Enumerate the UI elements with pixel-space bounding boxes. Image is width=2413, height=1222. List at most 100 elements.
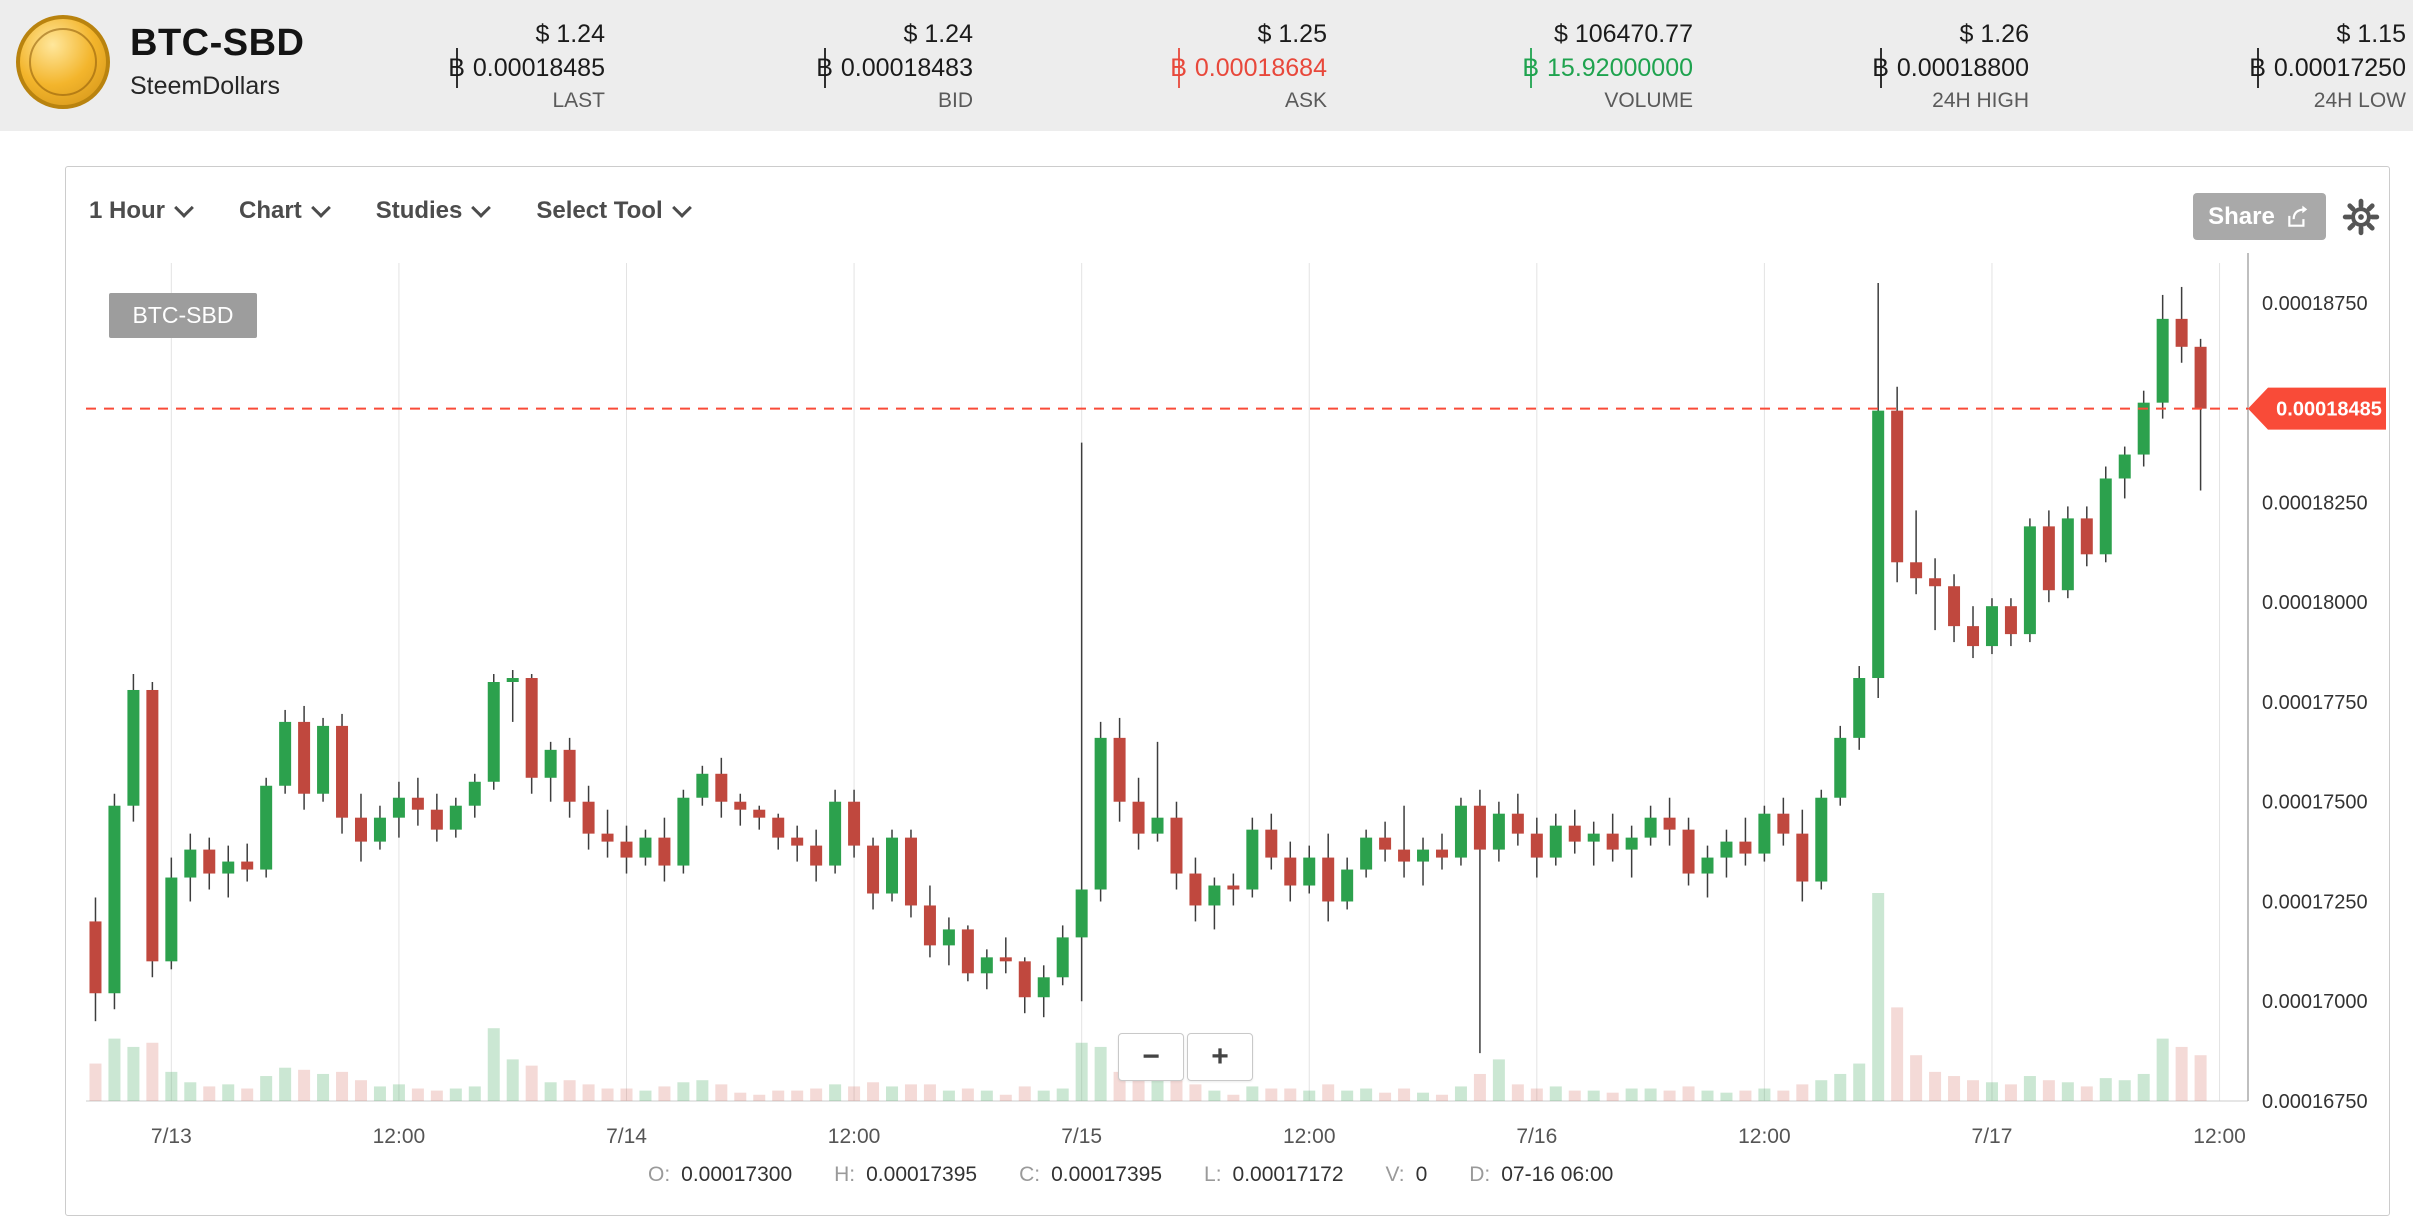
volume-bar <box>904 1084 917 1101</box>
candle-body <box>601 833 614 842</box>
candle-body <box>1606 833 1619 850</box>
y-axis-label: 0.00018250 <box>2262 492 2368 514</box>
candle-body <box>2194 346 2207 409</box>
x-axis-label: 7/16 <box>1516 1125 1557 1148</box>
price-chart[interactable]: 7/13 12:00 7/14 12:00 7/15 12:00 7/16 12:00 7/17… <box>66 167 2389 1215</box>
zoom-out-button[interactable]: − <box>1118 1033 1184 1081</box>
candle-body <box>1454 805 1467 858</box>
candle-body <box>108 805 121 994</box>
stat-bid-usd: $ 1.24 <box>903 20 973 48</box>
low-value: 0.00017172 <box>1232 1163 1344 1186</box>
volume-bar <box>999 1094 1012 1101</box>
candle-body <box>1303 857 1316 886</box>
candle-body <box>544 749 557 778</box>
candle-body <box>1853 678 1866 738</box>
volume-label: V: <box>1385 1163 1405 1186</box>
volume-bar <box>373 1086 386 1101</box>
close-value: 0.00017395 <box>1051 1163 1163 1186</box>
candle-body <box>1929 578 1942 587</box>
volume-bar <box>184 1082 197 1101</box>
volume-bar <box>2175 1046 2188 1101</box>
chevron-down-icon <box>471 198 492 218</box>
pair-brand: BTC-SBD SteemDollars <box>130 22 304 101</box>
candle-body <box>165 877 178 962</box>
candle-body <box>1511 813 1524 834</box>
volume-bar <box>165 1071 178 1101</box>
volume-value: 0 <box>1415 1163 1428 1186</box>
candle-body <box>2175 318 2188 347</box>
volume-bar <box>392 1084 405 1101</box>
chart-type-dropdown[interactable]: Chart <box>239 197 331 225</box>
volume-bar <box>1834 1073 1847 1101</box>
candle-body <box>1872 410 1885 679</box>
candle-body <box>923 905 936 946</box>
candle-body <box>89 921 102 994</box>
volume-bar <box>1644 1088 1657 1101</box>
volume-bar <box>1341 1090 1354 1101</box>
candle-body <box>1018 961 1031 998</box>
volume-bar <box>222 1084 235 1101</box>
candle-body <box>127 689 140 806</box>
candle-body <box>1663 817 1676 830</box>
volume-bar <box>1056 1088 1069 1101</box>
volume-bar <box>601 1088 614 1101</box>
stat-24h-high-btc: 0.00018800 <box>1689 48 2029 88</box>
chart-toolbar: 1 Hour Chart Studies Select Tool <box>89 197 692 225</box>
volume-bar <box>544 1082 557 1101</box>
stat-last-btc: 0.00018485 <box>265 48 605 88</box>
candle-body <box>658 837 671 866</box>
candle-body <box>1777 813 1790 834</box>
share-button[interactable]: Share <box>2193 193 2326 240</box>
volume-bar <box>449 1088 462 1101</box>
stat-volume-btc: 15.92000000 <box>1353 48 1693 88</box>
open-value: 0.00017300 <box>681 1163 793 1186</box>
volume-bar <box>1967 1080 1980 1101</box>
zoom-in-button[interactable]: + <box>1187 1033 1253 1081</box>
stat-24h-low: $ 1.15 0.00017250 24H LOW <box>2066 17 2406 117</box>
candle-body <box>1492 813 1505 850</box>
y-axis-label: 0.00018000 <box>2262 592 2368 614</box>
volume-bar <box>1094 1046 1107 1101</box>
volume-bar <box>772 1090 785 1101</box>
volume-bar <box>563 1080 576 1101</box>
volume-bar <box>1777 1090 1790 1101</box>
y-axis-label: 0.00017250 <box>2262 891 2368 913</box>
candle-body <box>753 809 766 818</box>
interval-dropdown[interactable]: 1 Hour <box>89 197 194 225</box>
volume-bar <box>639 1090 652 1101</box>
volume-bar <box>1587 1090 1600 1101</box>
candle-body <box>2099 478 2112 555</box>
candle-body <box>1796 833 1809 882</box>
candle-body <box>2080 518 2093 555</box>
volume-bar <box>867 1082 880 1101</box>
low-label: L: <box>1204 1163 1222 1186</box>
select-tool-dropdown[interactable]: Select Tool <box>536 197 692 225</box>
x-axis-label: 7/14 <box>606 1125 647 1148</box>
volume-bar <box>298 1069 311 1101</box>
stat-24h-high-usd: $ 1.26 <box>1959 20 2029 48</box>
candle-body <box>1910 562 1923 579</box>
volume-bar <box>1454 1086 1467 1101</box>
volume-bar <box>279 1067 292 1101</box>
volume-bar <box>1132 1078 1145 1101</box>
candle-body <box>696 773 709 798</box>
candle-body <box>1360 837 1373 870</box>
candle-body <box>1549 825 1562 858</box>
baht-icon <box>816 48 833 88</box>
chart-panel: 7/13 12:00 7/14 12:00 7/15 12:00 7/16 12:00 7/17… <box>65 166 2390 1216</box>
studies-dropdown[interactable]: Studies <box>376 197 492 225</box>
candle-body <box>1530 833 1543 858</box>
candle-body <box>203 849 216 874</box>
candle-body <box>468 781 481 806</box>
volume-bar <box>336 1071 349 1101</box>
settings-gear-icon[interactable] <box>2342 198 2380 236</box>
candle-body <box>1284 857 1297 886</box>
candle-body <box>772 817 785 838</box>
volume-bar <box>1018 1086 1031 1101</box>
candle-body <box>1056 937 1069 978</box>
volume-bar <box>980 1090 993 1101</box>
volume-bar <box>1985 1082 1998 1101</box>
high-label: H: <box>834 1163 856 1186</box>
stat-volume-usd: $ 106470.77 <box>1553 20 1693 48</box>
volume-bar <box>1303 1090 1316 1101</box>
